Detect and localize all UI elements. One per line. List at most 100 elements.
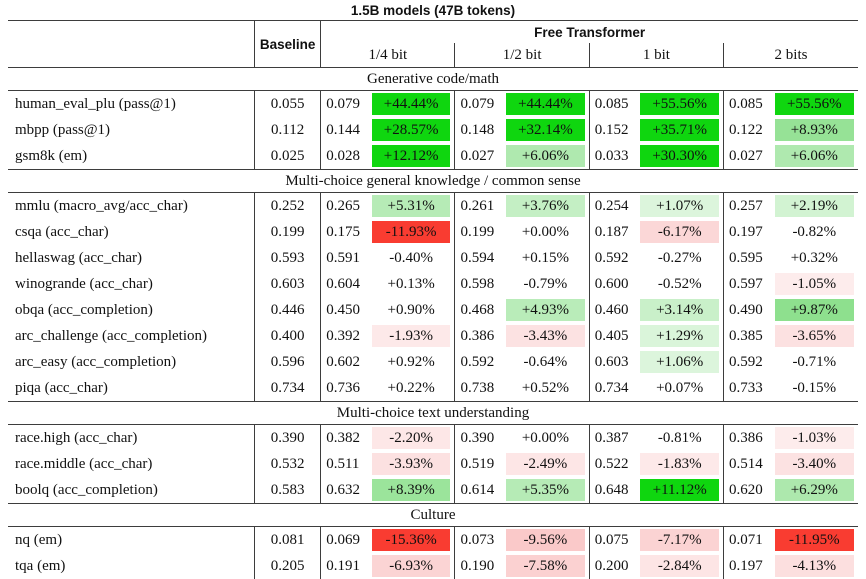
percent-change-badge: +55.56% <box>640 93 720 115</box>
percent-change-cell: +4.93% <box>502 297 590 323</box>
percent-change-cell: -2.49% <box>502 451 590 477</box>
benchmark-name: boolq (acc_completion) <box>8 477 256 504</box>
score-value: 0.075 <box>594 531 629 548</box>
percent-change-cell: -4.13% <box>770 553 858 579</box>
percent-change-badge: -0.71% <box>792 354 837 370</box>
score-value: 0.200 <box>589 553 637 579</box>
percent-change-cell: +0.92% <box>367 349 456 375</box>
table-row: hellaswag (acc_char) 0.593 0.591 -0.40% 0.59… <box>8 245 858 271</box>
percent-change-cell: -2.20% <box>367 424 456 451</box>
benchmark-name: race.high (acc_char) <box>8 424 256 451</box>
percent-change-cell: -6.17% <box>636 219 725 245</box>
score-value: 0.197 <box>729 223 763 240</box>
score-value: 0.738 <box>460 379 495 396</box>
score-value: 0.598 <box>460 275 495 292</box>
baseline-value: 0.025 <box>254 143 322 170</box>
baseline-value: 0.446 <box>254 297 322 323</box>
percent-change-cell: -15.36% <box>367 526 456 553</box>
score-value: 0.460 <box>594 301 629 318</box>
percent-change-cell: +5.31% <box>367 192 456 219</box>
percent-change-badge: +0.07% <box>656 380 704 396</box>
baseline-value: 0.583 <box>254 477 322 504</box>
table-row: race.high (acc_char) 0.390 0.382 -2.20% 0.39… <box>8 424 858 452</box>
score-value: 0.386 <box>729 429 763 446</box>
percent-change-badge: -3.93% <box>371 453 451 475</box>
baseline-value: 0.593 <box>254 245 322 271</box>
percent-change-badge: -1.05% <box>774 273 854 295</box>
percent-change-cell: +12.12% <box>367 143 456 170</box>
benchmark-name: csqa (acc_char) <box>8 219 256 245</box>
percent-change-badge: -3.43% <box>506 325 585 347</box>
column-header-one-bit: 1 bit <box>589 43 725 68</box>
baseline-value: 0.603 <box>254 271 322 297</box>
benchmark-name: tqa (em) <box>8 553 256 579</box>
table-row: arc_easy (acc_completion) 0.596 0.602 +0.92… <box>8 349 858 375</box>
percent-change-badge: -1.83% <box>640 453 720 475</box>
score-value: 0.027 <box>460 147 495 164</box>
baseline-value: 0.112 <box>254 117 322 143</box>
score-value: 0.614 <box>460 481 495 498</box>
score-value: 0.387 <box>594 429 629 446</box>
percent-change-badge: +9.87% <box>774 299 854 321</box>
percent-change-badge: +32.14% <box>506 119 585 141</box>
score-value: 0.073 <box>460 531 495 548</box>
score-value: 0.733 <box>729 379 763 396</box>
percent-change-badge: +28.57% <box>371 119 451 141</box>
percent-change-badge: +3.14% <box>640 299 720 321</box>
percent-change-badge: -0.81% <box>657 430 702 446</box>
score-value: 0.632 <box>326 481 360 498</box>
score-value: 0.595 <box>729 249 763 266</box>
percent-change-cell: +1.29% <box>636 323 725 349</box>
score-value: 0.450 <box>326 301 360 318</box>
percent-change-cell: -0.15% <box>771 375 858 402</box>
score-value: 0.265 <box>326 197 360 214</box>
percent-change-badge: +5.35% <box>506 479 585 501</box>
percent-change-badge: +8.39% <box>371 479 451 501</box>
percent-change-cell: +6.29% <box>771 477 858 504</box>
percent-change-badge: +11.12% <box>640 479 720 501</box>
table-row: human_eval_plu (pass@1) 0.055 0.079 +44.44%… <box>8 90 858 117</box>
percent-change-badge: -0.27% <box>657 250 702 266</box>
percent-change-badge: +0.90% <box>387 302 435 318</box>
results-body: Generative code/math human_eval_plu (pass… <box>8 67 858 579</box>
score-value: 0.148 <box>460 121 495 138</box>
corner-cell <box>8 20 256 68</box>
baseline-value: 0.734 <box>254 375 322 402</box>
benchmark-name: race.middle (acc_char) <box>8 451 256 477</box>
score-value: 0.385 <box>729 327 763 344</box>
score-value: 0.603 <box>594 353 629 370</box>
score-value: 0.069 <box>326 531 360 548</box>
percent-change-badge: -0.79% <box>523 276 568 292</box>
percent-change-badge: -1.03% <box>774 427 854 449</box>
column-header-half-bit: 1/2 bit <box>454 43 590 68</box>
percent-change-badge: +6.29% <box>774 479 854 501</box>
percent-change-cell: +11.12% <box>636 477 725 504</box>
column-header-quarter-bit: 1/4 bit <box>320 43 456 68</box>
percent-change-cell: -1.03% <box>771 425 858 452</box>
percent-change-badge: -7.58% <box>506 555 585 577</box>
percent-change-cell: +0.52% <box>502 375 590 402</box>
percent-change-cell: -0.64% <box>502 349 590 375</box>
percent-change-cell: +55.56% <box>636 90 725 117</box>
table-row: gsm8k (em) 0.025 0.028 +12.12% 0.027 +6.06% 0.… <box>8 143 858 170</box>
score-value: 0.620 <box>729 481 763 498</box>
percent-change-cell: -6.93% <box>367 553 456 579</box>
baseline-value: 0.532 <box>254 451 322 477</box>
score-value: 0.511 <box>326 455 360 472</box>
section-header-label: Multi-choice general knowledge / common … <box>8 169 858 193</box>
percent-change-cell: +3.14% <box>636 297 725 323</box>
percent-change-badge: -9.56% <box>506 529 585 551</box>
score-value: 0.175 <box>326 223 360 240</box>
score-value: 0.254 <box>594 197 629 214</box>
table-row: tqa (em) 0.205 0.191 -6.93% 0.190 -7.58% 0.200… <box>8 553 858 579</box>
score-value: 0.191 <box>320 553 368 579</box>
percent-change-badge: +12.12% <box>371 145 451 167</box>
score-value: 0.085 <box>729 95 763 112</box>
baseline-value: 0.055 <box>254 90 322 117</box>
percent-change-cell: +0.13% <box>367 271 456 297</box>
percent-change-cell: +44.44% <box>367 90 456 117</box>
score-value: 0.592 <box>594 249 629 266</box>
percent-change-cell: -0.27% <box>636 245 725 271</box>
table-title: 1.5B models (47B tokens) <box>350 3 516 18</box>
benchmark-name: obqa (acc_completion) <box>8 297 256 323</box>
